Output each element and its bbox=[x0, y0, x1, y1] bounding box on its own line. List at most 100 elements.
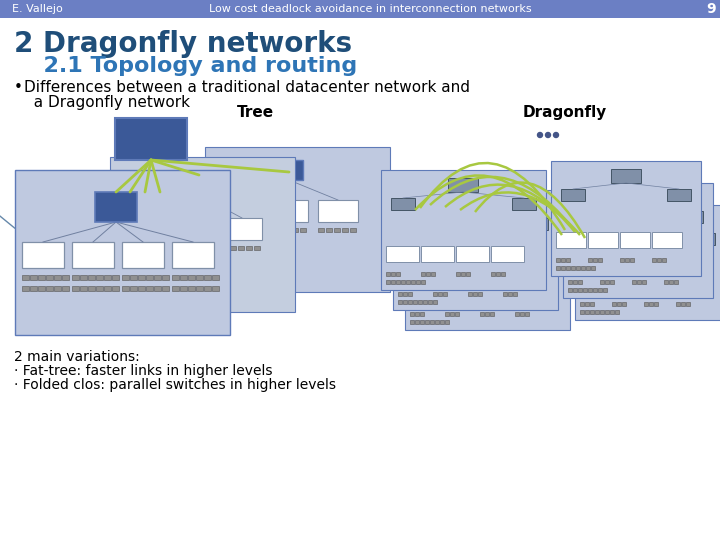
Bar bbox=[473, 292, 477, 296]
Bar bbox=[501, 272, 505, 276]
Bar bbox=[503, 266, 536, 282]
Bar bbox=[122, 286, 129, 291]
Bar bbox=[80, 286, 87, 291]
Bar bbox=[590, 302, 594, 306]
Bar bbox=[525, 312, 529, 316]
Bar bbox=[561, 258, 565, 262]
Bar bbox=[122, 246, 128, 250]
Bar bbox=[212, 286, 219, 291]
Text: •: • bbox=[14, 80, 23, 95]
Text: E. Vallejo: E. Vallejo bbox=[12, 4, 63, 14]
Bar bbox=[445, 320, 449, 324]
Bar bbox=[536, 238, 560, 250]
Bar bbox=[566, 266, 570, 270]
Bar bbox=[580, 276, 610, 292]
Text: 2.1 Topology and routing: 2.1 Topology and routing bbox=[28, 56, 357, 76]
Bar bbox=[652, 258, 656, 262]
Bar bbox=[561, 189, 585, 201]
Bar bbox=[485, 312, 489, 316]
Bar bbox=[450, 312, 454, 316]
Bar bbox=[0, 0, 720, 18]
Bar bbox=[580, 302, 584, 306]
Bar bbox=[662, 258, 666, 262]
Bar bbox=[334, 228, 340, 232]
Bar bbox=[104, 286, 111, 291]
Bar bbox=[146, 275, 153, 280]
Bar bbox=[146, 246, 152, 250]
Bar bbox=[138, 275, 145, 280]
Bar bbox=[403, 218, 427, 230]
Bar bbox=[664, 254, 694, 270]
Bar bbox=[250, 228, 256, 232]
Bar bbox=[54, 286, 61, 291]
Bar bbox=[350, 228, 356, 232]
Bar bbox=[180, 246, 186, 250]
Text: 2 Dragonfly networks: 2 Dragonfly networks bbox=[14, 30, 352, 58]
Bar bbox=[421, 272, 425, 276]
Bar bbox=[30, 286, 37, 291]
Bar bbox=[491, 272, 495, 276]
Bar bbox=[230, 246, 236, 250]
Bar bbox=[62, 286, 69, 291]
Bar bbox=[617, 302, 621, 306]
Bar bbox=[408, 292, 412, 296]
Bar bbox=[556, 258, 560, 262]
Bar bbox=[80, 275, 87, 280]
Bar bbox=[403, 292, 407, 296]
Bar bbox=[38, 275, 45, 280]
Bar bbox=[218, 228, 224, 232]
Bar bbox=[318, 228, 324, 232]
Bar bbox=[72, 242, 114, 268]
Bar bbox=[196, 275, 203, 280]
Bar bbox=[391, 272, 395, 276]
Bar bbox=[238, 246, 244, 250]
Bar bbox=[72, 275, 79, 280]
Bar bbox=[573, 280, 577, 284]
Bar bbox=[318, 200, 358, 222]
Bar bbox=[398, 266, 431, 282]
Bar bbox=[180, 275, 187, 280]
Bar bbox=[455, 312, 459, 316]
Bar bbox=[524, 218, 548, 230]
Bar bbox=[196, 286, 203, 291]
Bar bbox=[300, 228, 306, 232]
Bar bbox=[254, 246, 260, 250]
Bar bbox=[466, 272, 470, 276]
Bar bbox=[520, 312, 524, 316]
Bar bbox=[588, 258, 592, 262]
Bar bbox=[686, 302, 690, 306]
Bar bbox=[413, 300, 417, 304]
Bar bbox=[568, 288, 572, 292]
Bar bbox=[428, 300, 432, 304]
Bar bbox=[180, 286, 187, 291]
Bar bbox=[669, 280, 673, 284]
Bar bbox=[398, 292, 402, 296]
Bar bbox=[426, 272, 430, 276]
Text: Tree: Tree bbox=[236, 105, 274, 120]
Bar bbox=[386, 272, 390, 276]
Bar bbox=[625, 258, 629, 262]
Bar bbox=[411, 280, 415, 284]
Bar bbox=[556, 266, 560, 270]
Bar bbox=[110, 157, 295, 312]
Bar bbox=[496, 272, 500, 276]
Bar bbox=[600, 254, 630, 270]
Bar bbox=[130, 275, 137, 280]
Bar bbox=[172, 242, 214, 268]
Bar bbox=[415, 312, 419, 316]
Bar bbox=[222, 246, 228, 250]
Bar bbox=[456, 272, 460, 276]
Bar bbox=[595, 310, 599, 314]
Bar bbox=[490, 312, 494, 316]
Bar bbox=[112, 275, 119, 280]
Bar bbox=[667, 189, 691, 201]
Bar bbox=[566, 258, 570, 262]
Bar bbox=[391, 198, 415, 210]
Bar bbox=[620, 258, 624, 262]
Bar bbox=[226, 228, 232, 232]
Bar bbox=[445, 286, 478, 302]
Bar bbox=[46, 275, 53, 280]
Bar bbox=[623, 191, 653, 205]
Bar bbox=[415, 320, 419, 324]
Bar bbox=[95, 192, 137, 222]
